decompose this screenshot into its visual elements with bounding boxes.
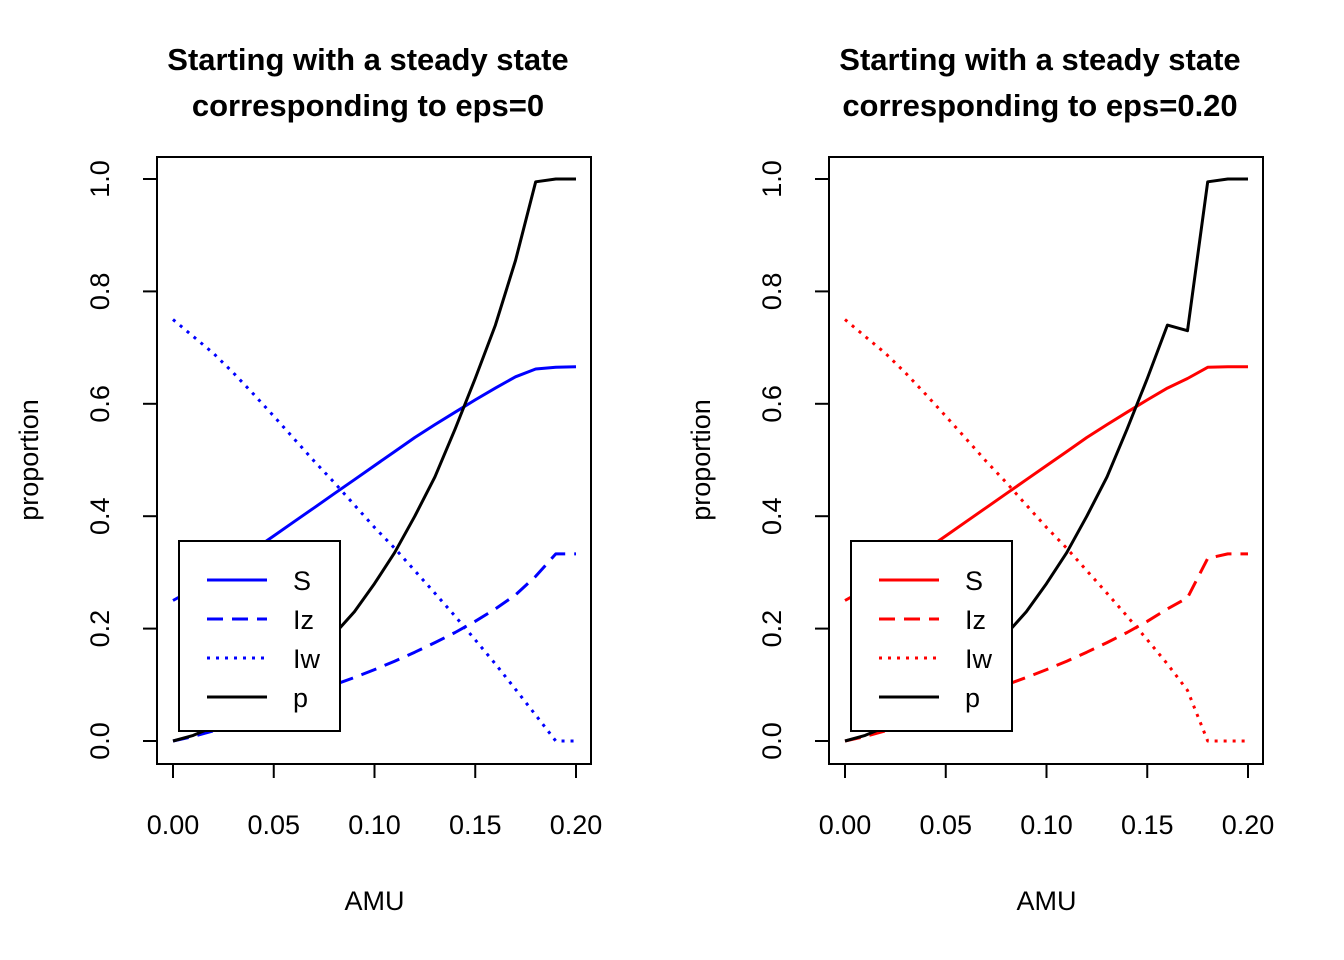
x-tick-label: 0.05 <box>919 810 972 840</box>
y-tick-label: 0.6 <box>85 385 115 423</box>
chart-panel-1: Starting with a steady state correspondin… <box>14 42 602 916</box>
x-tick-label: 0.05 <box>247 810 300 840</box>
legend: S Iz Iw p <box>850 540 1013 732</box>
chart-panel-2: Starting with a steady state correspondin… <box>686 42 1274 916</box>
y-tick-label: 0.4 <box>85 497 115 535</box>
series-line-Iz <box>844 552 1248 743</box>
x-tick-label: 0.10 <box>348 810 401 840</box>
legend-label: S <box>293 566 311 596</box>
x-tick-label: 0.00 <box>819 810 872 840</box>
legend: S Iz Iw p <box>178 540 341 732</box>
x-axis-label: AMU <box>1017 886 1077 916</box>
x-tick-label: 0.15 <box>1121 810 1174 840</box>
legend-label: p <box>965 683 980 713</box>
x-axis-label: AMU <box>345 886 405 916</box>
series-line-Iw <box>172 318 576 743</box>
y-tick-label: 0.0 <box>757 722 787 760</box>
y-tick-label: 0.8 <box>85 273 115 311</box>
x-tick-label: 0.15 <box>449 810 502 840</box>
legend-label: Iz <box>293 605 314 635</box>
y-tick-label: 0.6 <box>757 385 787 423</box>
chart-title-line: Starting with a steady state <box>167 42 568 77</box>
chart-title-line: corresponding to eps=0.20 <box>842 88 1237 123</box>
y-tick-label: 0.8 <box>757 273 787 311</box>
x-tick-label: 0.20 <box>1222 810 1275 840</box>
x-tick-label: 0.10 <box>1020 810 1073 840</box>
y-axis-label: proportion <box>686 399 716 521</box>
y-tick-label: 0.0 <box>85 722 115 760</box>
legend-label: p <box>293 683 308 713</box>
x-tick-label: 0.00 <box>147 810 200 840</box>
y-tick-label: 1.0 <box>85 160 115 198</box>
series-line-Iw <box>844 318 1248 743</box>
y-tick-label: 0.4 <box>757 497 787 535</box>
y-tick-label: 0.2 <box>85 610 115 648</box>
legend-label: S <box>965 566 983 596</box>
legend-box <box>178 540 341 732</box>
series-line-Iz <box>172 552 576 743</box>
chart-title-line: corresponding to eps=0 <box>192 88 544 123</box>
y-tick-label: 0.2 <box>757 610 787 648</box>
y-tick-label: 1.0 <box>757 160 787 198</box>
legend-label: Iw <box>965 644 993 674</box>
legend-box <box>850 540 1013 732</box>
x-tick-label: 0.20 <box>550 810 603 840</box>
y-axis-label: proportion <box>14 399 44 521</box>
legend-label: Iz <box>965 605 986 635</box>
chart-title-line: Starting with a steady state <box>839 42 1240 77</box>
legend-label: Iw <box>293 644 321 674</box>
